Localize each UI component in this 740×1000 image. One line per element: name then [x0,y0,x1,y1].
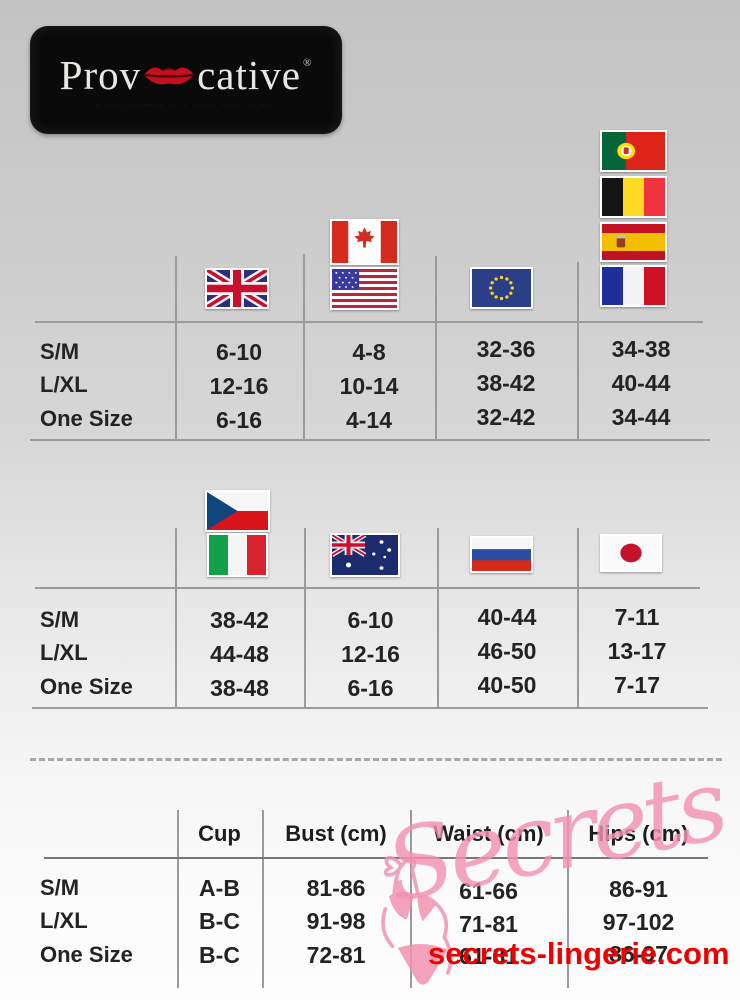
flag-czech-republic-icon [205,490,270,532]
provocative-logo: Prov cative ® · ··· ········ ·· · ····· … [30,26,342,134]
size-cell: 13-17 [607,638,667,664]
measure-cell: 71-81 [459,911,518,937]
flag-portugal-icon [600,130,667,172]
flag-usa-icon [330,267,399,310]
flag-japan-icon [600,534,662,572]
flag-australia-icon [330,533,400,577]
secrets-lingerie-url: secrets-lingerie.com [428,936,730,971]
measure-cell: B-C [199,908,240,934]
size-cell: 38-48 [210,675,269,701]
size-cell: 4-14 [345,407,393,433]
size-cell: 6-10 [347,607,394,633]
measure-cell: 97-102 [602,909,675,935]
column-header-cup: Cup [198,821,241,846]
size-row-label: S/M [40,607,80,632]
column-header-waist: Waist (cm) [433,821,544,846]
flag-france-icon [600,265,667,307]
table1-bottom-line [30,439,710,441]
size-cell: 6-16 [215,407,263,433]
size-cell: 6-16 [347,675,394,701]
size-cell: 38-42 [476,370,536,396]
dashed-separator [30,758,722,761]
size-row-label: One Size [40,942,133,967]
measure-cell: B-C [199,942,240,968]
size-cell: 38-42 [210,607,269,633]
table1-divider [435,256,437,440]
size-cell: 7-11 [614,604,660,630]
size-row-label: L/XL [40,372,88,397]
flag-uk-icon [205,268,269,309]
logo-tagline: · ··· ········ ·· · ····· ···· ·· ··· [96,102,276,109]
size-cell: 40-50 [477,672,537,698]
flag-italy-icon [207,533,268,577]
table1-divider [175,256,177,440]
logo-text-right: cative [197,52,301,98]
size-cell: 6-10 [215,339,263,365]
table3-divider [177,810,179,988]
table1-divider [577,262,579,440]
table2-top-line [35,587,700,589]
table2-bottom-line [32,707,708,709]
flag-russia-icon [470,536,533,573]
size-cell: 4-8 [352,339,386,365]
measure-cell: 61-66 [459,878,518,904]
table1-divider [303,254,305,440]
table3-divider [567,810,569,988]
registered-trademark: ® [303,57,313,69]
logo-text-left: Prov [59,52,142,98]
measure-cell: 86-91 [609,876,668,902]
measure-cell: 81-86 [306,875,366,901]
size-row-label: One Size [40,674,133,699]
size-cell: 40-44 [611,370,671,396]
size-cell: 34-44 [611,404,671,430]
size-row-label: L/XL [40,640,88,665]
size-cell: 40-44 [477,604,537,630]
lips-kiss-icon [144,67,195,85]
flag-canada-icon [330,219,399,265]
table2-divider [304,528,306,708]
measure-cell: A-B [199,875,240,901]
measure-cell: 91-98 [306,908,366,934]
table2-divider [437,528,439,708]
size-row-label: S/M [40,339,80,364]
size-cell: 44-48 [210,641,269,667]
size-cell: 32-42 [476,404,536,430]
size-cell: 7-17 [613,672,661,698]
measure-cell: 86-97 [609,941,668,967]
size-cell: 12-16 [209,373,269,399]
table1-top-line [35,321,703,323]
size-cell: 32-36 [476,336,536,362]
size-row-label: L/XL [40,908,88,933]
measure-cell: 61-81 [459,943,518,969]
size-row-label: S/M [40,875,80,900]
logo-wordmark: Prov cative ® [60,51,313,99]
size-row-label: One Size [40,406,133,431]
size-cell: 34-38 [611,336,671,362]
table2-divider [577,528,579,708]
table3-divider [262,810,264,988]
size-cell: 46-50 [477,638,537,664]
table2-divider [175,528,177,708]
flag-spain-icon [600,222,667,262]
table3-header-line [44,857,708,859]
size-cell: 10-14 [339,373,399,399]
size-cell: 12-16 [341,641,400,667]
flag-belgium-icon [600,176,667,218]
flag-eu-icon [470,267,533,309]
column-header-hips: Hips (cm) [588,821,689,846]
measure-cell: 72-81 [306,942,366,968]
column-header-bust: Bust (cm) [285,821,387,846]
